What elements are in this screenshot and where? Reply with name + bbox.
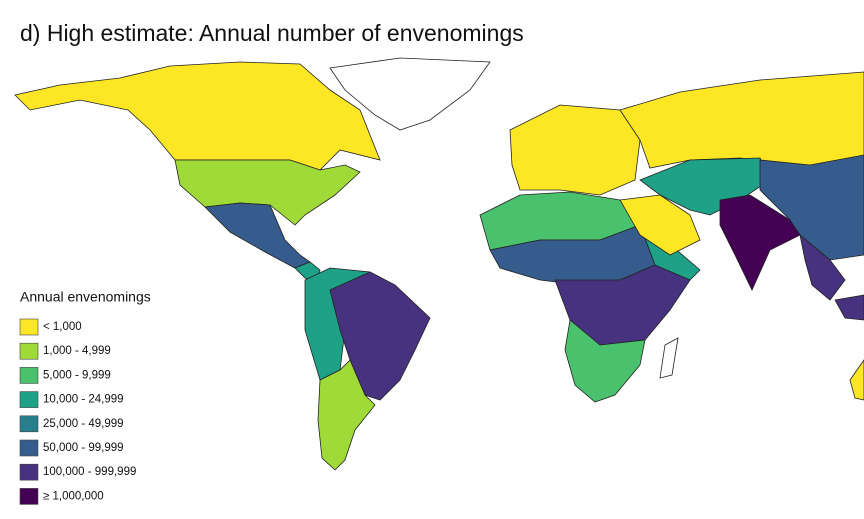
legend-label: 50,000 - 99,999 bbox=[43, 442, 124, 454]
greenland bbox=[329, 57, 491, 131]
legend-swatch bbox=[19, 391, 39, 408]
southeast-asia bbox=[799, 233, 846, 301]
indonesia bbox=[834, 294, 864, 321]
southern-africa bbox=[564, 319, 646, 403]
europe bbox=[509, 104, 641, 196]
legend-swatch bbox=[19, 367, 39, 384]
legend-swatch bbox=[19, 488, 39, 505]
legend-label: ≥ 1,000,000 bbox=[43, 490, 104, 502]
brazil bbox=[329, 271, 431, 401]
legend-label: 10,000 - 24,999 bbox=[43, 394, 124, 406]
legend-label: 5,000 - 9,999 bbox=[43, 369, 111, 381]
legend-label: < 1,000 bbox=[43, 321, 82, 333]
legend-title: Annual envenomings bbox=[20, 289, 151, 305]
legend-swatch bbox=[19, 463, 39, 481]
australia bbox=[849, 359, 864, 401]
india bbox=[719, 194, 801, 291]
legend-label: 25,000 - 49,999 bbox=[43, 418, 124, 430]
canada-alaska bbox=[14, 61, 381, 171]
legend-label: 100,000 - 999,999 bbox=[43, 466, 136, 478]
legend: < 1,000 1,000 - 4,999 5,000 - 9,999 10,000 … bbox=[19, 318, 136, 505]
legend-label: 1,000 - 4,999 bbox=[43, 345, 111, 357]
mexico bbox=[204, 202, 311, 269]
map-title: d) High estimate: Annual number of enven… bbox=[20, 20, 524, 46]
legend-swatch bbox=[19, 439, 39, 457]
legend-swatch bbox=[19, 415, 39, 433]
legend-swatch bbox=[19, 342, 39, 360]
madagascar bbox=[659, 337, 679, 379]
legend-swatch bbox=[19, 318, 39, 336]
world-map bbox=[14, 57, 864, 471]
russia bbox=[619, 71, 864, 171]
south-america-south bbox=[317, 359, 376, 471]
